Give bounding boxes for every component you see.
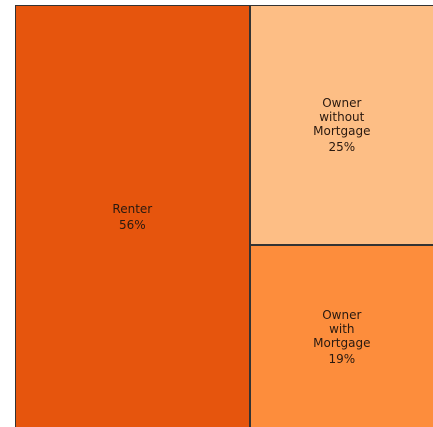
category-label: Renter: [112, 201, 153, 216]
value-label: 56%: [118, 217, 146, 232]
category-label: Owner without Mortgage: [313, 96, 371, 139]
value-label: 19%: [328, 351, 356, 366]
category-label: Owner with Mortgage: [313, 307, 371, 350]
treemap-cell: Owner without Mortgage 25%: [249, 5, 433, 246]
value-label: 25%: [328, 140, 356, 155]
treemap-cell: Owner with Mortgage 19%: [249, 245, 433, 427]
cell-label: Renter 56%: [100, 202, 164, 232]
cell-label: Owner with Mortgage 19%: [310, 308, 374, 366]
cell-label: Owner without Mortgage 25%: [310, 96, 374, 154]
treemap-cell: Renter 56%: [15, 5, 250, 427]
